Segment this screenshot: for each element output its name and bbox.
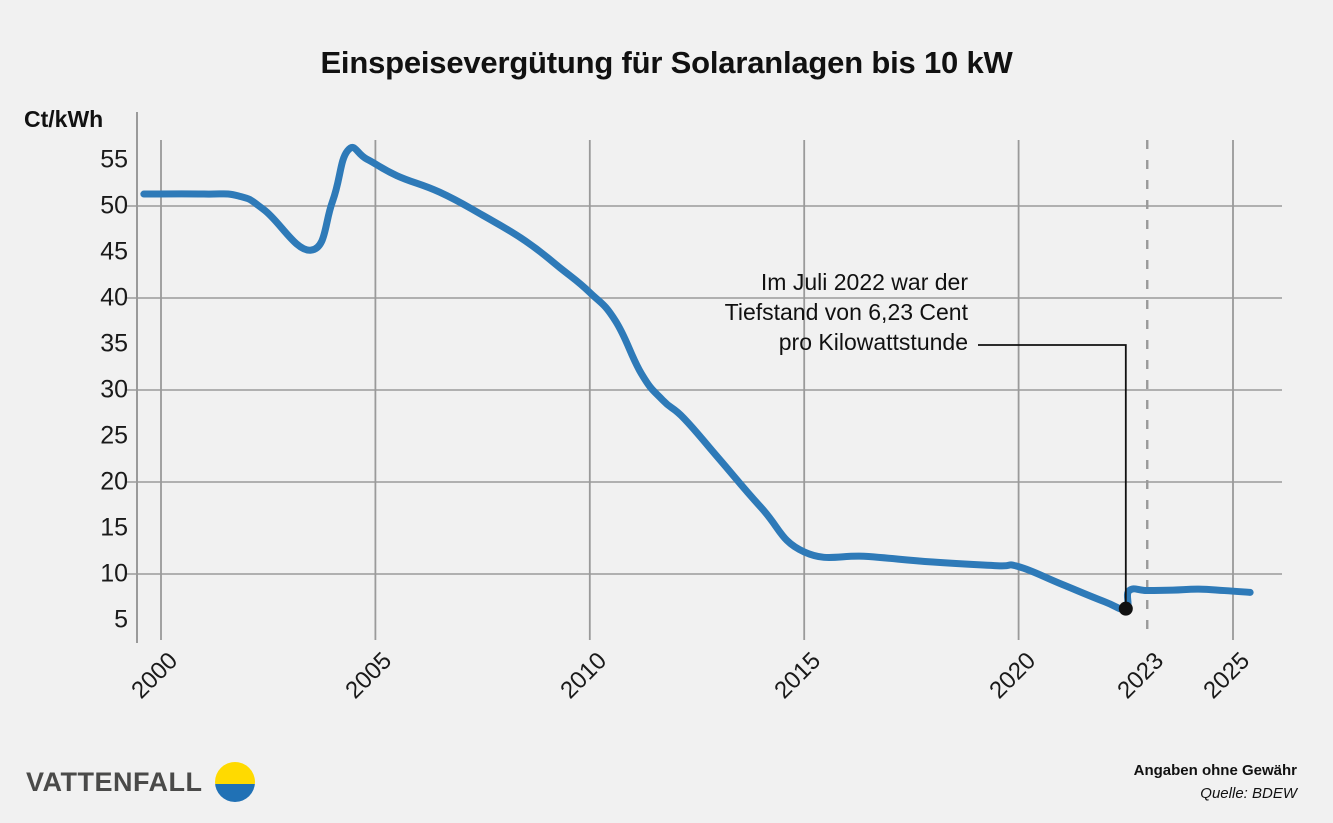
- y-axis-tick-labels: 5 10 15 20 25 30 35 40 45 50 55: [0, 0, 128, 823]
- y-tick-label: 55: [100, 145, 128, 174]
- annotation-text: Im Juli 2022 war der Tiefstand von 6,23 …: [600, 267, 968, 357]
- y-tick-label: 10: [100, 559, 128, 588]
- y-tick-label: 5: [114, 605, 128, 634]
- y-tick-label: 50: [100, 191, 128, 220]
- vattenfall-logo: VATTENFALL: [26, 762, 256, 802]
- annotation-point-marker: [1118, 601, 1133, 616]
- vattenfall-circle-icon: [215, 762, 256, 802]
- disclaimer-note: Angaben ohne Gewähr: [1133, 762, 1297, 779]
- y-tick-label: 20: [100, 467, 128, 496]
- source-note: Quelle: BDEW: [1200, 785, 1297, 802]
- annotation-leader-line: [978, 344, 1127, 609]
- y-axis-title: Ct/kWh: [24, 106, 104, 132]
- y-tick-label: 15: [100, 513, 128, 542]
- data-line-einspeiseverguetung: [140, 144, 1254, 613]
- annotation-line-2: Tiefstand von 6,23 Cent: [724, 299, 968, 325]
- y-tick-label: 35: [100, 329, 128, 358]
- chart-title: Einspeisevergütung für Solaranlagen bis …: [320, 45, 1013, 80]
- y-tick-label: 40: [100, 283, 128, 312]
- y-tick-label: 25: [100, 421, 128, 450]
- annotation-line-3: pro Kilowattstunde: [778, 329, 968, 355]
- logo-wordmark: VATTENFALL: [26, 766, 203, 797]
- y-tick-label: 30: [100, 375, 128, 404]
- annotation-line-1: Im Juli 2022 war der: [760, 269, 968, 295]
- y-tick-label: 45: [100, 237, 128, 266]
